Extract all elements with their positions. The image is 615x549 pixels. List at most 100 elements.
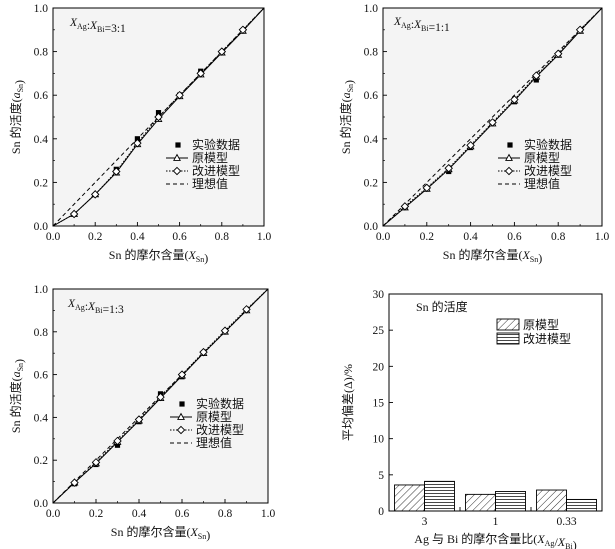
x-tick-label: 0.6: [175, 508, 190, 520]
series-0-point: [134, 136, 140, 142]
series-2-point: [90, 190, 100, 199]
y-tick-label: 0.0: [364, 221, 379, 233]
x-tick-label: 0.4: [130, 231, 145, 243]
y-tick-label: 1.0: [364, 3, 379, 15]
y-tick-label: 0.4: [364, 134, 379, 146]
y-tick-label: 0.4: [34, 134, 49, 146]
chart-panel-ag-bi-1-1: 0.0 0.2 0.4 0.6 0.8 1.00.00.20.40.60.81.0XAg:…: [338, 3, 609, 265]
bar-0-1: [465, 493, 496, 512]
x-tick-label: 0.2: [89, 508, 104, 520]
x-tick-label: 0.8: [551, 231, 566, 243]
y-tick-label: 0: [378, 506, 384, 518]
x-label-sub: Sn: [530, 255, 538, 264]
legend-symbol: [507, 142, 513, 148]
y-tick-label: 0.6: [34, 370, 49, 382]
y-tick-label: 0.0: [34, 221, 49, 233]
x-label-text: Sn 的摩尔含量(: [109, 247, 189, 262]
legend-label: 改进模型: [524, 164, 572, 178]
series-2-point: [133, 138, 142, 148]
series-2-point: [196, 69, 205, 78]
annotation-var: X: [67, 298, 76, 310]
y-label-sub: Sn: [16, 84, 25, 92]
series-2-point: [217, 47, 227, 56]
chart-panel-ag-bi-1-3: 0.0 0.2 0.4 0.6 0.8 1.00.00.20.40.60.81.0XAg:…: [8, 284, 275, 542]
annotation-ratio: =1:1: [429, 22, 450, 34]
bar-0-0: [394, 484, 425, 512]
annotation-sub: Ag: [77, 22, 87, 31]
series-2-point: [156, 392, 165, 402]
y-tick-label: 0.8: [34, 327, 49, 339]
y-tick-label: 25: [373, 325, 385, 337]
series-2-point: [238, 25, 248, 35]
x-tick-label: 0.4: [132, 508, 147, 520]
x-tick-label: 0.8: [218, 508, 233, 520]
x-label-var: X: [187, 248, 196, 262]
y-tick-label: 0.0: [34, 498, 49, 510]
legend-label: 实验数据: [192, 137, 240, 152]
annotation-var: X: [89, 20, 98, 32]
x-label-sub: Bi: [565, 542, 573, 549]
y-tick-label: 20: [373, 361, 385, 373]
x-label-sub: Ag: [545, 539, 555, 548]
series-2-point: [113, 436, 122, 446]
y-label-var: a: [9, 92, 23, 98]
bar-1-1: [495, 491, 526, 512]
y-label-text: Sn 的活度(: [338, 98, 353, 154]
chart-panel-average-deviation: 0 5 10 15 20 25 30 3 1 0.33 Sn 的活度原模型改进模型平均偏差(Δ)/%…: [340, 289, 603, 549]
x-label-sep: /: [554, 535, 558, 549]
legend-swatch: [496, 318, 520, 331]
series-line-3: [382, 7, 603, 227]
y-label-sub: Sn: [346, 84, 355, 92]
y-tick-label: 0.6: [34, 90, 49, 102]
series-0-point: [155, 110, 162, 116]
x-tick-label: 0.4: [463, 231, 478, 243]
series-2-point: [575, 25, 585, 35]
series-2-point: [444, 163, 453, 173]
y-tick-label: 15: [373, 398, 385, 410]
series-2-point: [510, 95, 519, 104]
legend-label: 改进模型: [196, 423, 244, 437]
y-label-close: ): [342, 80, 356, 84]
y-axis-label: 平均偏差(Δ)/%: [340, 364, 355, 441]
annotation-var: X: [393, 16, 402, 28]
series-0-point: [533, 77, 539, 83]
series-2-point: [553, 49, 563, 59]
series-2-point: [134, 415, 144, 424]
series-2-point: [175, 90, 184, 100]
chart-panel-ag-bi-3-1: 0.0 0.2 0.4 0.6 0.8 1.00.00.20.40.60.81.0XAg:…: [8, 3, 271, 265]
annotation-ratio: =3:1: [105, 23, 126, 35]
x-label-close: ): [573, 538, 577, 549]
legend-label: 改进模型: [523, 332, 571, 346]
legend-symbol: [177, 412, 185, 420]
series-2-point: [112, 167, 121, 176]
x-tick-label: 1.0: [595, 231, 610, 243]
y-label-close: ): [12, 80, 26, 84]
legend-label: 原模型: [196, 410, 232, 424]
legend-symbol: [176, 425, 186, 435]
y-tick-label: 0.8: [34, 47, 49, 59]
x-label-text: Sn 的摩尔含量(: [111, 524, 191, 539]
legend-symbol: [172, 166, 182, 176]
x-tick-label: 0.6: [507, 231, 522, 243]
x-tick-label: 0.0: [376, 231, 391, 243]
series-2-point: [422, 183, 432, 193]
x-tick-label: 0.0: [46, 508, 61, 520]
x-label-var: X: [189, 525, 198, 539]
legend-label: 理想值: [192, 176, 228, 191]
y-axis-label: Sn 的活度(aSn): [8, 359, 26, 433]
panel-annotation: XAg:XBi=1:3: [67, 298, 124, 316]
x-tick-label: 0.6: [172, 231, 187, 243]
annotation-sub: Bi: [421, 24, 429, 33]
y-tick-label: 30: [373, 289, 385, 301]
legend-label: 实验数据: [524, 137, 572, 152]
y-tick-label: 1.0: [34, 3, 49, 15]
legend-symbol: [179, 401, 185, 407]
panel-annotation: XAg:XBi=3:1: [69, 17, 126, 35]
x-tick-label: 0.0: [46, 231, 61, 243]
x-label-close: ): [538, 251, 542, 265]
x-tick-label: 0.2: [420, 231, 435, 243]
